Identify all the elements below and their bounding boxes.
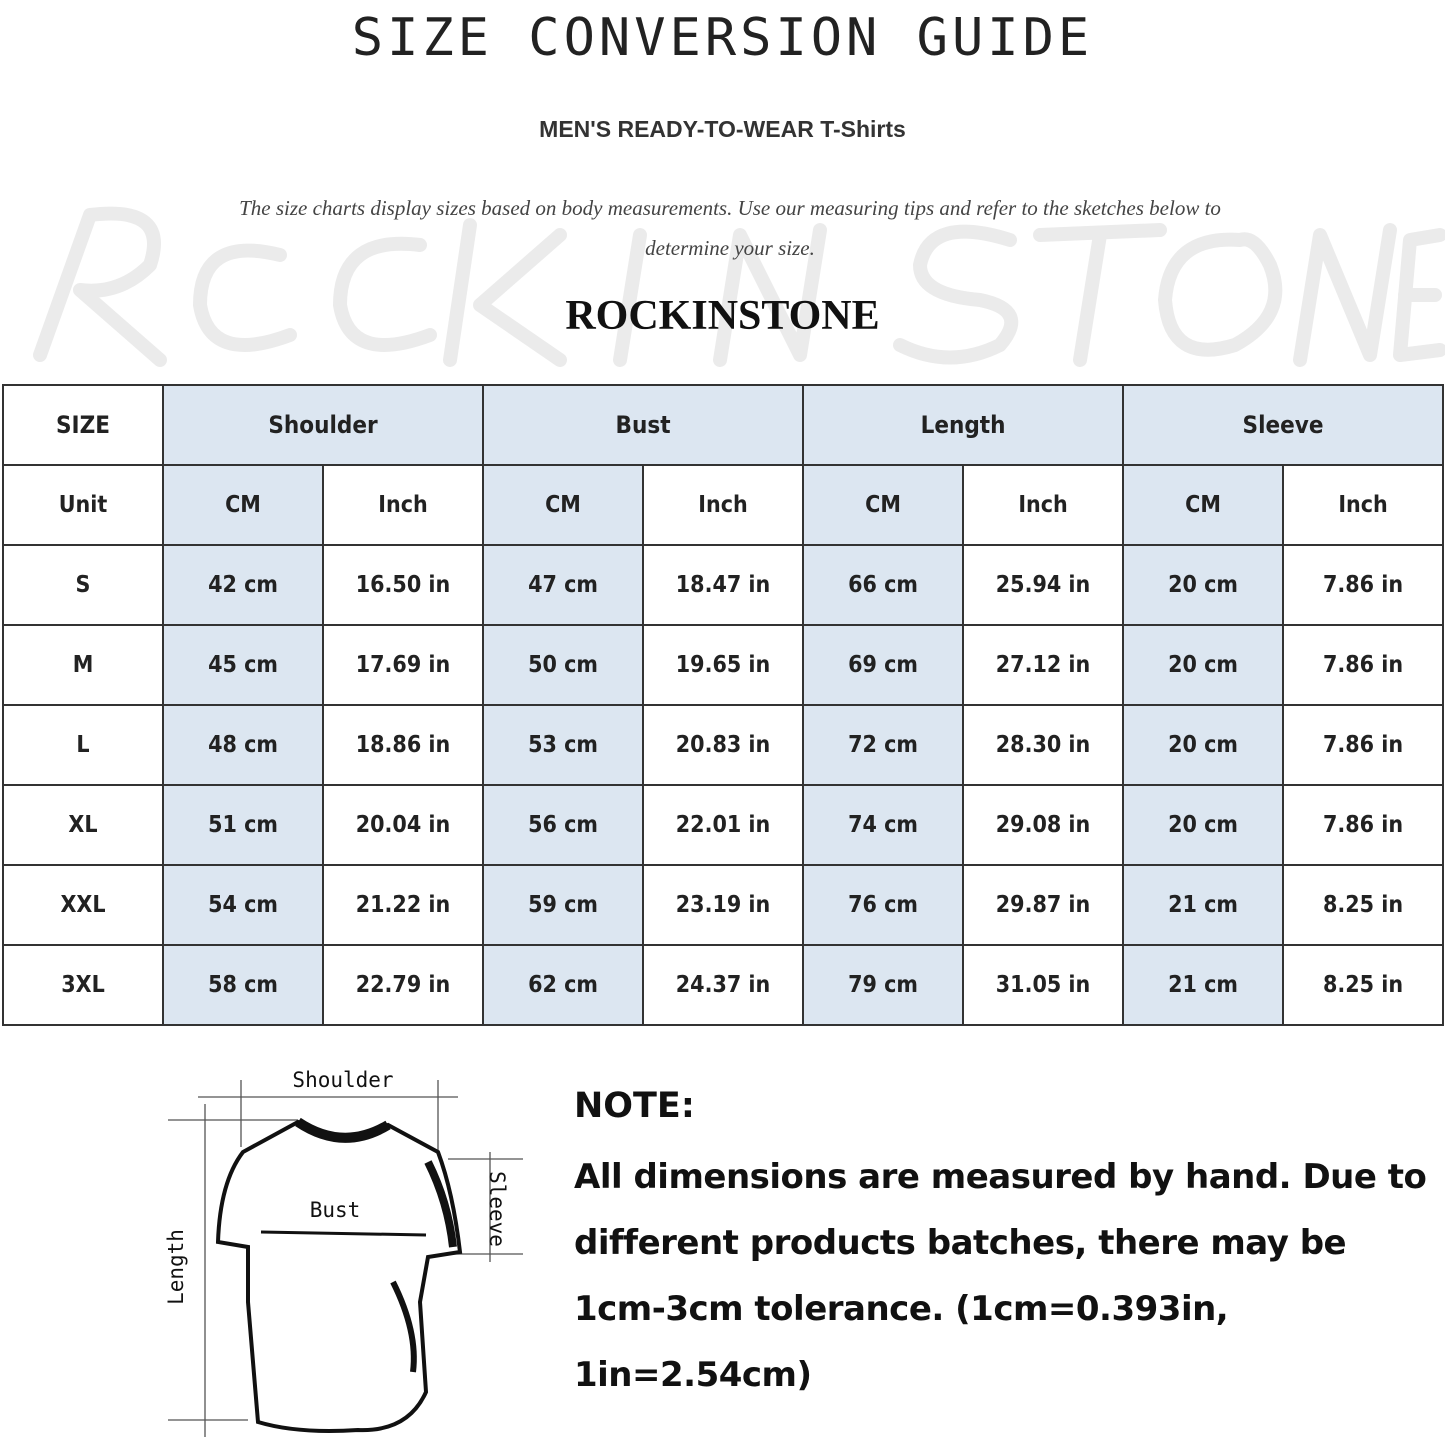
inch-value-cell: 20.83 in — [642, 704, 805, 786]
note-body: All dimensions are measured by hand. Due… — [574, 1157, 1427, 1395]
unit-cm-cell: CM — [162, 464, 324, 546]
unit-inch-cell: Inch — [642, 464, 805, 546]
inch-value-cell: 21.22 in — [321, 864, 485, 946]
size-cell: S — [2, 544, 164, 626]
size-cell: XXL — [2, 864, 164, 946]
sleeve-label: Sleeve — [485, 1171, 509, 1247]
cm-value-cell: 72 cm — [802, 704, 965, 786]
inch-value-cell: 27.12 in — [962, 624, 1125, 706]
cm-value-cell: 62 cm — [482, 944, 645, 1026]
description: The size charts display sizes based on b… — [239, 196, 1221, 260]
cm-value-cell: 50 cm — [482, 624, 645, 706]
table-row: M 45 cm 17.69 in 50 cm 19.65 in 69 cm 27.12 in… — [2, 624, 1445, 706]
cm-value-cell: 20 cm — [1122, 704, 1285, 786]
inch-value-cell: 23.19 in — [642, 864, 805, 946]
unit-cm-cell: CM — [482, 464, 645, 546]
length-label: Length — [164, 1229, 188, 1305]
size-cell: 3XL — [2, 944, 164, 1026]
inch-value-cell: 7.86 in — [1282, 704, 1445, 786]
cm-value-cell: 74 cm — [802, 784, 965, 866]
cm-value-cell: 21 cm — [1122, 864, 1285, 946]
unit-label-cell: Unit — [2, 464, 164, 546]
watermark-logo — [33, 206, 1445, 367]
cm-value-cell: 58 cm — [162, 944, 324, 1026]
size-cell: XL — [2, 784, 164, 866]
cm-value-cell: 45 cm — [162, 624, 324, 706]
note-title: NOTE: — [574, 1086, 695, 1126]
inch-value-cell: 7.86 in — [1282, 784, 1445, 866]
inch-value-cell: 24.37 in — [642, 944, 805, 1026]
unit-cm-cell: CM — [1122, 464, 1285, 546]
measure-lines — [168, 1080, 523, 1437]
inch-value-cell: 31.05 in — [962, 944, 1125, 1026]
cm-value-cell: 20 cm — [1122, 544, 1285, 626]
cm-value-cell: 53 cm — [482, 704, 645, 786]
inch-value-cell: 29.08 in — [962, 784, 1125, 866]
group-header-shoulder: Shoulder — [161, 384, 485, 466]
unit-inch-cell: Inch — [321, 464, 485, 546]
bust-label: Bust — [310, 1198, 361, 1222]
unit-inch-cell: Inch — [1282, 464, 1445, 546]
inch-value-cell: 7.86 in — [1282, 624, 1445, 706]
group-header-length: Length — [802, 384, 1125, 466]
cm-value-cell: 79 cm — [802, 944, 965, 1026]
cm-value-cell: 20 cm — [1122, 624, 1285, 706]
size-cell: M — [2, 624, 164, 706]
cm-value-cell: 54 cm — [162, 864, 324, 946]
inch-value-cell: 22.79 in — [321, 944, 485, 1026]
table-row: XXL 54 cm 21.22 in 59 cm 23.19 in 76 cm 29.87 … — [2, 864, 1445, 946]
inch-value-cell: 16.50 in — [321, 544, 485, 626]
cm-value-cell: 76 cm — [802, 864, 965, 946]
cm-value-cell: 51 cm — [162, 784, 324, 866]
inch-value-cell: 17.69 in — [321, 624, 485, 706]
size-header-cell: SIZE — [2, 384, 164, 466]
header-row: SIZE Shoulder Bust Length Sleeve — [2, 384, 1445, 466]
inch-value-cell: 8.25 in — [1282, 864, 1445, 946]
subtitle: MEN'S READY-TO-WEAR T-Shirts — [539, 116, 906, 142]
cm-value-cell: 56 cm — [482, 784, 645, 866]
inch-value-cell: 22.01 in — [642, 784, 805, 866]
inch-value-cell: 20.04 in — [321, 784, 485, 866]
table-row: L 48 cm 18.86 in 53 cm 20.83 in 72 cm 28.30 in… — [2, 704, 1445, 786]
shoulder-label: Shoulder — [292, 1068, 393, 1092]
unit-cm-cell: CM — [802, 464, 965, 546]
size-table: SIZE Shoulder Bust Length Sleeve Unit CM Inch CM… — [2, 384, 1445, 1026]
inch-value-cell: 29.87 in — [962, 864, 1125, 946]
group-header-bust: Bust — [482, 384, 805, 466]
tshirt-icon — [215, 1117, 463, 1433]
table-row: 3XL 58 cm 22.79 in 62 cm 24.37 in 79 cm 31.05 … — [2, 944, 1445, 1026]
cm-value-cell: 66 cm — [802, 544, 965, 626]
cm-value-cell: 47 cm — [482, 544, 645, 626]
cm-value-cell: 20 cm — [1122, 784, 1285, 866]
inch-value-cell: 19.65 in — [642, 624, 805, 706]
unit-row: Unit CM Inch CM Inch CM Inch CM Inch — [2, 464, 1445, 546]
inch-value-cell: 8.25 in — [1282, 944, 1445, 1026]
table-row: S 42 cm 16.50 in 47 cm 18.47 in 66 cm 25.94 in… — [2, 544, 1445, 626]
inch-value-cell: 18.47 in — [642, 544, 805, 626]
tshirt-measurement-diagram: Shoulder Bust Sleeve Length — [164, 1068, 523, 1437]
inch-value-cell: 18.86 in — [321, 704, 485, 786]
inch-value-cell: 7.86 in — [1282, 544, 1445, 626]
group-header-sleeve: Sleeve — [1122, 384, 1445, 466]
unit-inch-cell: Inch — [962, 464, 1125, 546]
table-row: XL 51 cm 20.04 in 56 cm 22.01 in 74 cm 29.08 i… — [2, 784, 1445, 866]
cm-value-cell: 59 cm — [482, 864, 645, 946]
cm-value-cell: 42 cm — [162, 544, 324, 626]
size-cell: L — [2, 704, 164, 786]
inch-value-cell: 28.30 in — [962, 704, 1125, 786]
cm-value-cell: 48 cm — [162, 704, 324, 786]
cm-value-cell: 69 cm — [802, 624, 965, 706]
brand-name: ROCKINSTONE — [565, 293, 880, 339]
page-title: SIZE CONVERSION GUIDE — [351, 8, 1094, 68]
inch-value-cell: 25.94 in — [962, 544, 1125, 626]
cm-value-cell: 21 cm — [1122, 944, 1285, 1026]
